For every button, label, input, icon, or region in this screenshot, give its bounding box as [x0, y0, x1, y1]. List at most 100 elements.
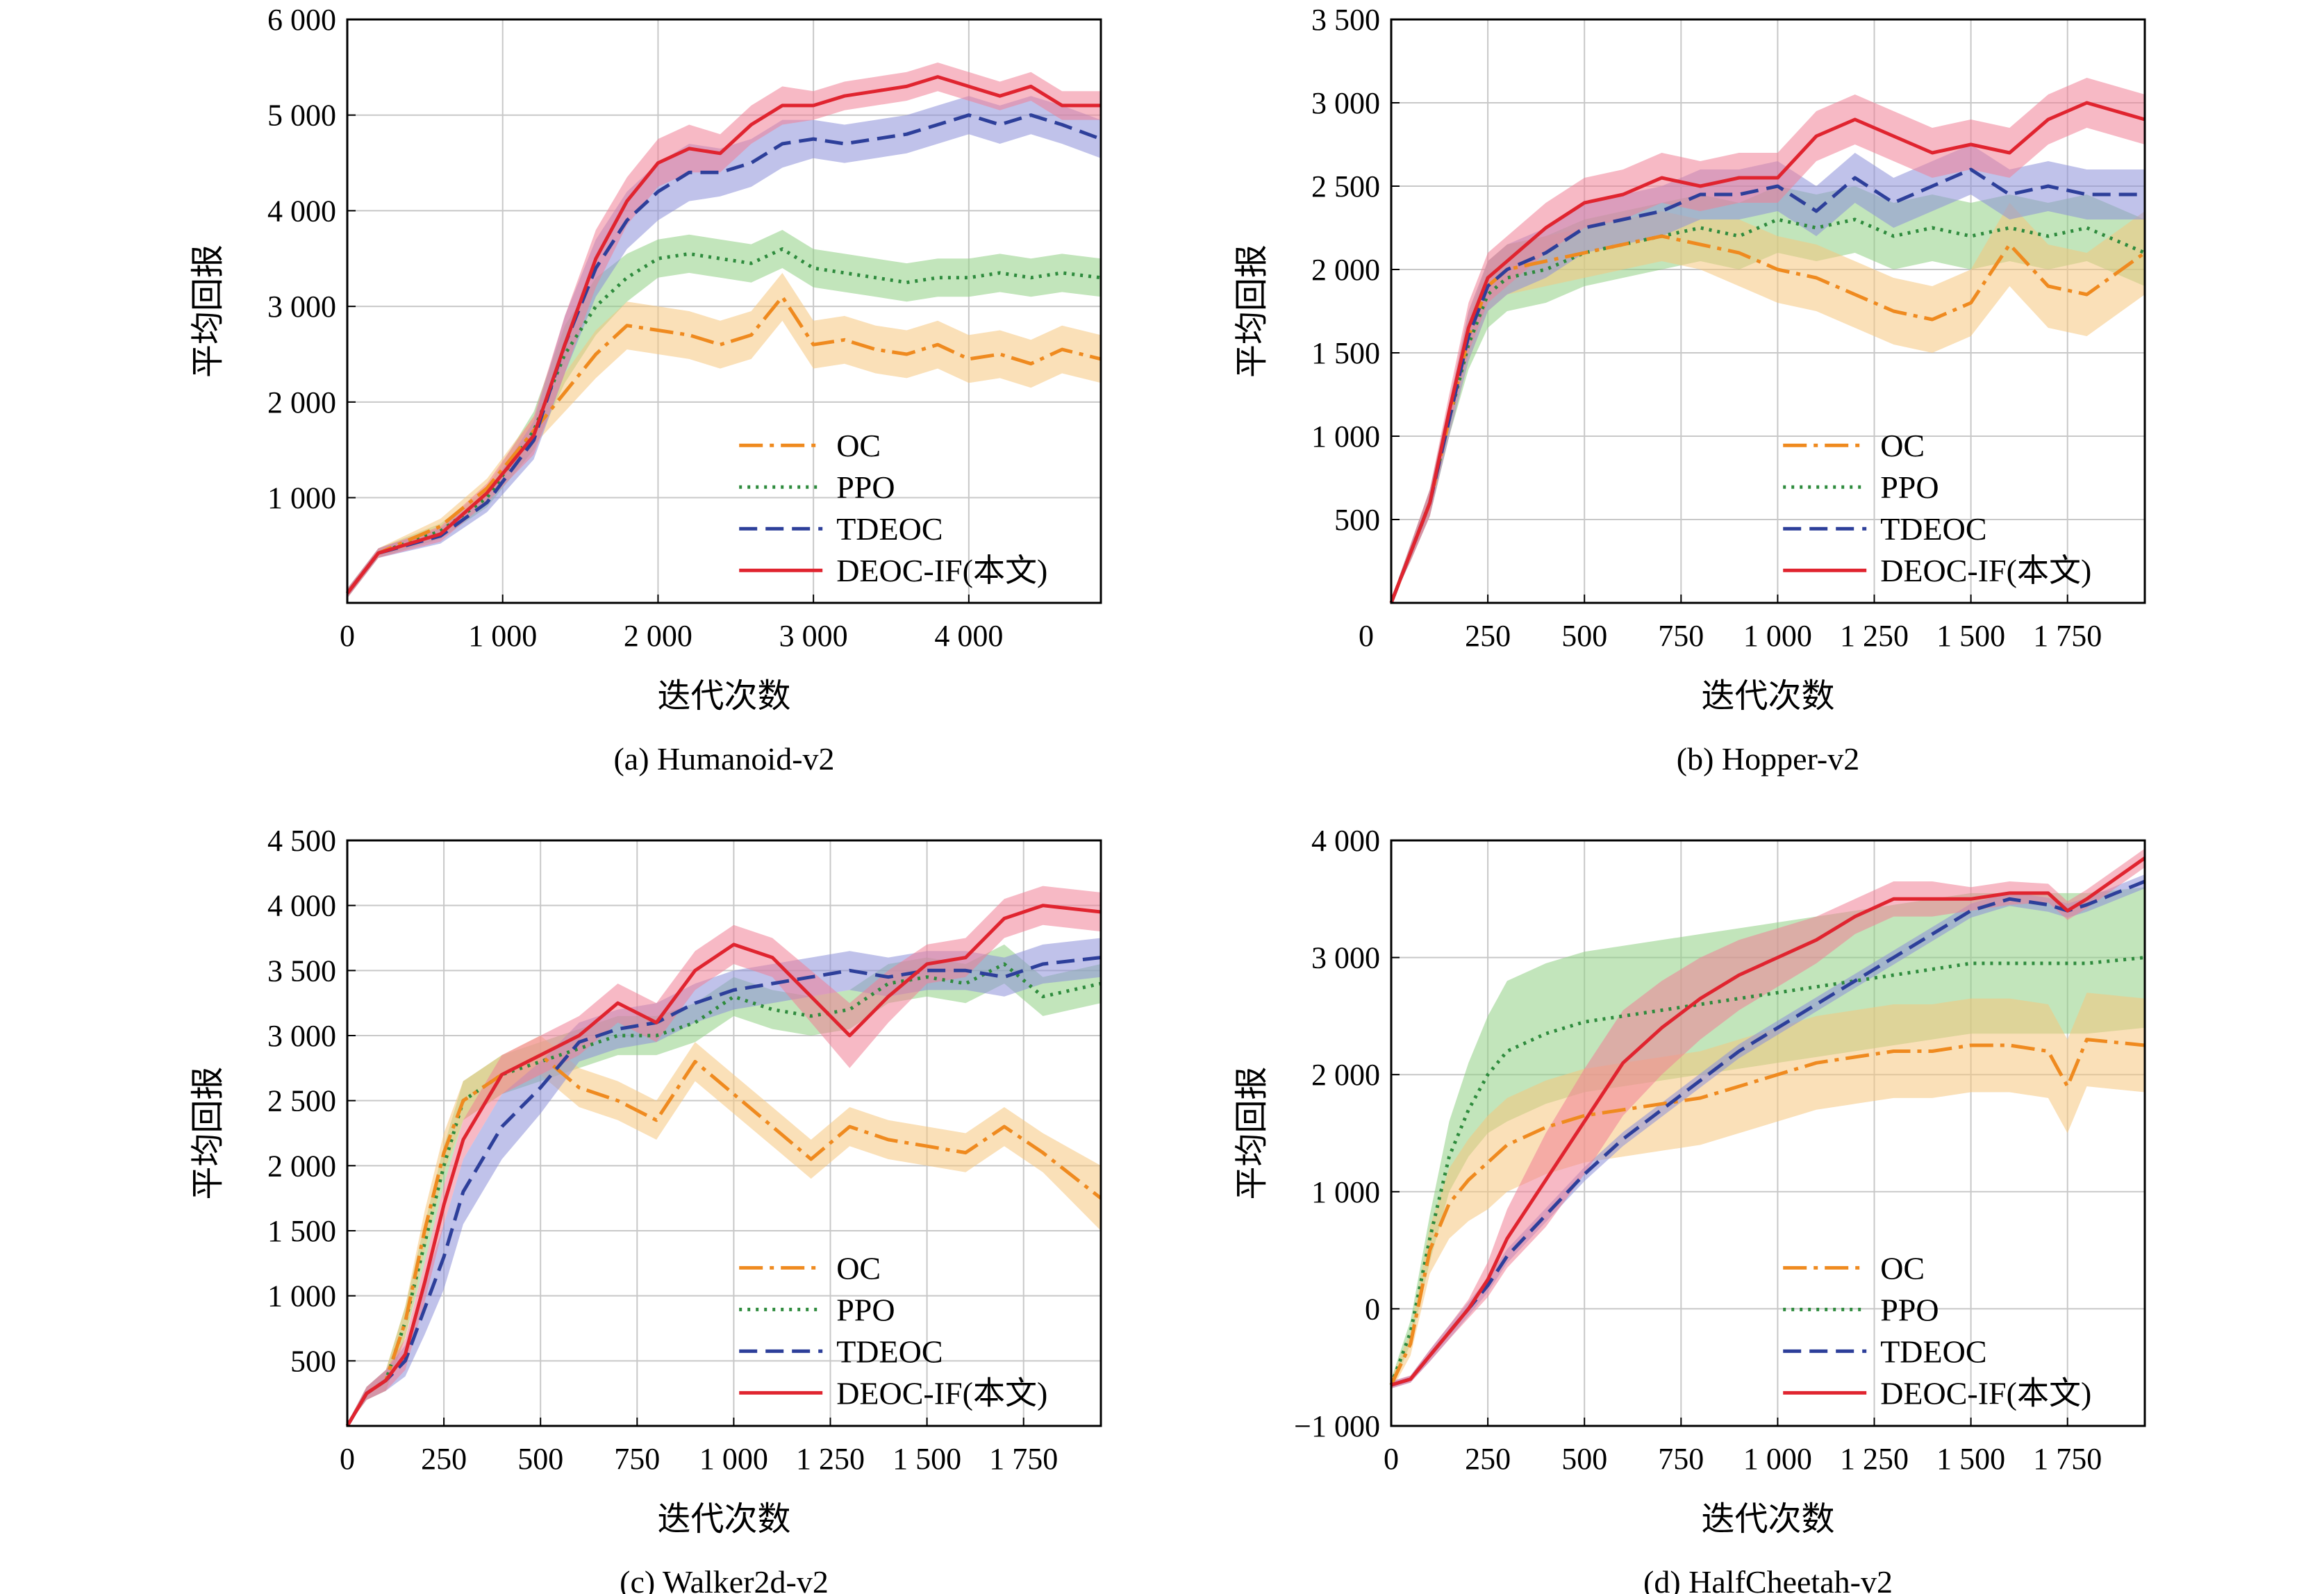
legend-label: OC — [1880, 428, 1925, 463]
x-tick-label: 500 — [517, 1442, 563, 1476]
y-tick-label: 3 000 — [267, 290, 336, 324]
legend-label: OC — [1880, 1250, 1925, 1286]
x-tick-label: 1 250 — [796, 1442, 865, 1476]
x-tick-label: 1 750 — [2033, 1442, 2102, 1476]
chart-panel-2: 250 500 750 1 000 1 250 1 500 1 750 0 500 1 000 1 … — [1232, 3, 2146, 777]
panel-caption: (a) Humanoid-v2 — [613, 741, 834, 777]
x-axis-label: 迭代次数 — [1701, 676, 1834, 715]
panel-caption: (c) Walker2d-v2 — [620, 1564, 829, 1594]
caption-id: (c) — [620, 1564, 663, 1594]
y-tick-label: 1 500 — [267, 1214, 336, 1248]
x-tick-label: 500 — [1561, 1442, 1607, 1476]
plot-frame — [1390, 839, 2146, 1427]
x-tick-label: 750 — [614, 1442, 660, 1476]
caption-name: Humanoid-v2 — [657, 741, 835, 777]
legend-label: PPO — [836, 1292, 895, 1327]
y-tick-label: 1 000 — [1311, 420, 1380, 454]
caption-id: (d) — [1643, 1564, 1688, 1594]
x-axis-label: 迭代次数 — [1701, 1500, 1834, 1538]
y-tick-label: 5 000 — [267, 99, 336, 133]
x-tick-label: 3 000 — [779, 619, 848, 653]
y-tick-label: 3 000 — [1311, 86, 1380, 120]
y-axis-label: 平均回报 — [1232, 1066, 1271, 1199]
series-line — [1389, 1038, 2145, 1386]
panel-caption: (b) Hopper-v2 — [1677, 741, 1860, 777]
x-axis-label: 迭代次数 — [657, 676, 790, 715]
series-line — [346, 113, 1102, 595]
legend-label: OC — [836, 428, 881, 463]
x-tick-label: 1 750 — [989, 1442, 1058, 1476]
legend-label: TDEOC — [1880, 511, 1986, 547]
y-tick-label: 500 — [290, 1344, 336, 1378]
y-tick-label: 4 500 — [267, 824, 336, 858]
y-tick-label: 1 000 — [267, 1279, 336, 1313]
y-tick-label: 3 000 — [267, 1019, 336, 1053]
y-tick-label: 3 000 — [1311, 941, 1380, 975]
y-tick-label: 1 000 — [1311, 1175, 1380, 1209]
x-tick-label: 1 250 — [1840, 619, 1909, 653]
series-band — [347, 938, 1101, 1426]
y-axis-label: 平均回报 — [188, 244, 227, 378]
series-band — [347, 1036, 1101, 1426]
series-line — [1389, 101, 2145, 604]
caption-id: (b) — [1677, 741, 1722, 777]
legend-label: TDEOC — [836, 511, 943, 547]
legend-label: DEOC-IF(本文) — [836, 553, 1047, 588]
series-line — [345, 904, 1102, 1427]
x-tick-label: 1 000 — [1743, 1442, 1812, 1476]
y-tick-label: 6 000 — [267, 3, 336, 37]
x-tick-label: 1 250 — [1840, 1442, 1909, 1476]
legend-label: PPO — [1880, 470, 1939, 505]
series-line — [345, 1053, 1102, 1427]
legend-label: OC — [836, 1250, 881, 1286]
x-tick-label: 1 000 — [699, 1442, 768, 1476]
y-tick-label: 3 500 — [267, 954, 336, 988]
series-line — [346, 247, 1102, 595]
chart-panel-3: 0 250 500 750 1 000 1 250 1 500 1 750 500 1 000 1 … — [188, 824, 1102, 1594]
panel-caption: (d) HalfCheetah-v2 — [1643, 1564, 1893, 1594]
x-tick-label: 250 — [1465, 1442, 1511, 1476]
y-tick-label: 2 000 — [267, 1149, 336, 1183]
caption-name: Walker2d-v2 — [663, 1564, 829, 1594]
y-tick-label: 2 000 — [267, 385, 336, 420]
series-band — [1391, 78, 2145, 603]
y-tick-label: 2 000 — [1311, 253, 1380, 287]
plot-frame — [1390, 18, 2146, 604]
series-band — [347, 230, 1101, 599]
x-tick-label: 500 — [1561, 619, 1607, 653]
x-tick-label: 1 000 — [468, 619, 537, 653]
x-tick-label: 1 500 — [1936, 1442, 2005, 1476]
legend-label: PPO — [836, 470, 895, 505]
series-band — [347, 272, 1101, 599]
x-tick-label: 1 750 — [2033, 619, 2102, 653]
y-axis-label: 平均回报 — [1232, 244, 1271, 378]
legend-label: DEOC-IF(本文) — [1880, 1375, 2091, 1411]
x-tick-label: 0 — [340, 1442, 355, 1476]
y-tick-label: 3 500 — [1311, 3, 1380, 37]
x-axis-label: 迭代次数 — [657, 1500, 790, 1538]
caption-id: (a) — [613, 741, 657, 777]
series-line — [345, 962, 1102, 1427]
legend-label: DEOC-IF(本文) — [836, 1375, 1047, 1411]
x-tick-label: 250 — [421, 1442, 467, 1476]
y-tick-label: 4 000 — [267, 194, 336, 228]
series-line — [1389, 167, 2145, 604]
x-tick-label: 4 000 — [934, 619, 1003, 653]
legend-label: TDEOC — [836, 1334, 943, 1369]
chart-panel-1: 0 1 000 2 000 3 000 4 000 1 000 2 000 3 000 4 00… — [188, 3, 1102, 777]
series-band — [1391, 186, 2145, 603]
y-axis-label: 平均回报 — [188, 1066, 227, 1199]
x-tick-label: 2 000 — [624, 619, 692, 653]
y-tick-label: 4 000 — [267, 889, 336, 923]
x-tick-label: 0 — [340, 619, 355, 653]
series-band — [1391, 848, 2145, 1388]
y-tick-label: 0 — [1365, 1292, 1380, 1326]
plot-frame — [346, 839, 1102, 1427]
y-tick-label: 4 000 — [1311, 824, 1380, 858]
y-tick-label: 2 500 — [267, 1084, 336, 1118]
x-tick-label: 0 — [1384, 1442, 1399, 1476]
x-tick-label: 1 500 — [893, 1442, 961, 1476]
series-band — [347, 63, 1101, 599]
